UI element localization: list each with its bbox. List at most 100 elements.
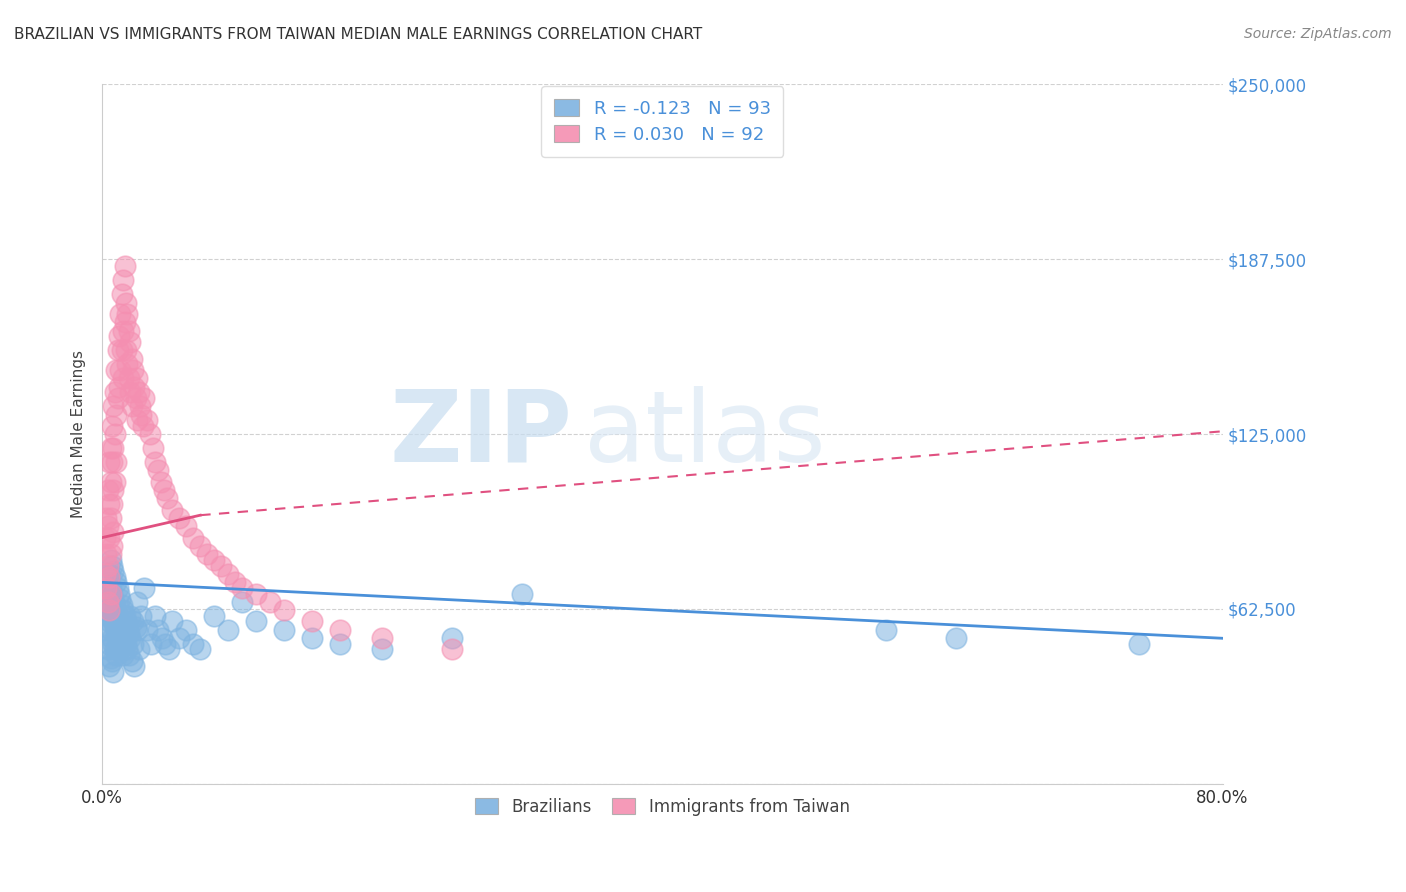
Point [103,665,125,679]
Point [188,642,211,657]
Point [114,632,136,646]
Point [329,637,352,651]
Point [121,399,143,413]
Point [128,642,150,657]
Point [217,623,239,637]
Point [301,615,323,629]
Point [97,483,120,497]
Point [121,654,143,668]
Point [98,615,121,629]
Point [108,586,131,600]
Point [153,483,176,497]
Y-axis label: Median Male Earnings: Median Male Earnings [72,350,86,518]
Point [98,637,121,651]
Point [103,483,125,497]
Point [101,654,124,668]
Point [94,603,117,617]
Point [118,648,141,662]
Point [209,558,232,573]
Point [114,315,136,329]
Point [122,363,145,377]
Point [115,295,138,310]
Point [512,586,534,600]
Point [125,391,148,405]
Point [174,623,197,637]
Point [97,595,120,609]
Point [120,385,142,400]
Text: ZIP: ZIP [389,385,572,483]
Point [148,463,170,477]
Point [100,441,122,455]
Point [371,632,394,646]
Point [94,531,117,545]
Point [159,642,181,657]
Point [122,637,145,651]
Point [117,642,139,657]
Point [118,371,141,385]
Point [120,334,142,349]
Point [105,603,128,617]
Point [107,581,129,595]
Point [112,603,135,617]
Point [96,586,118,600]
Point [100,547,122,561]
Point [139,427,162,442]
Point [105,408,128,422]
Point [105,363,128,377]
Point [329,623,352,637]
Point [160,502,183,516]
Text: Source: ZipAtlas.com: Source: ZipAtlas.com [1244,27,1392,41]
Point [110,592,132,607]
Point [100,623,122,637]
Point [103,524,125,539]
Point [103,615,125,629]
Point [112,371,135,385]
Point [105,455,128,469]
Point [156,491,179,506]
Point [114,608,136,623]
Point [98,566,121,581]
Point [98,659,121,673]
Point [111,598,134,612]
Point [96,623,118,637]
Point [134,581,156,595]
Point [100,603,122,617]
Point [111,623,134,637]
Point [127,623,149,637]
Point [245,586,267,600]
Point [231,595,253,609]
Point [231,581,253,595]
Point [111,343,134,358]
Point [104,570,127,584]
Point [108,637,131,651]
Point [98,595,121,609]
Point [124,659,146,673]
Point [108,615,131,629]
Point [101,608,124,623]
Point [107,343,129,358]
Point [101,586,124,600]
Point [129,399,152,413]
Point [117,620,139,634]
Point [1128,637,1150,651]
Point [273,603,295,617]
Point [142,441,165,455]
Point [98,497,121,511]
Point [945,632,967,646]
Point [127,413,149,427]
Point [96,547,118,561]
Point [104,598,127,612]
Point [98,531,121,545]
Point [97,642,120,657]
Point [112,648,135,662]
Point [167,511,190,525]
Point [125,620,148,634]
Point [100,511,122,525]
Point [101,497,124,511]
Point [174,519,197,533]
Point [101,455,124,469]
Point [441,642,464,657]
Point [115,637,138,651]
Point [121,351,143,366]
Text: atlas: atlas [583,385,825,483]
